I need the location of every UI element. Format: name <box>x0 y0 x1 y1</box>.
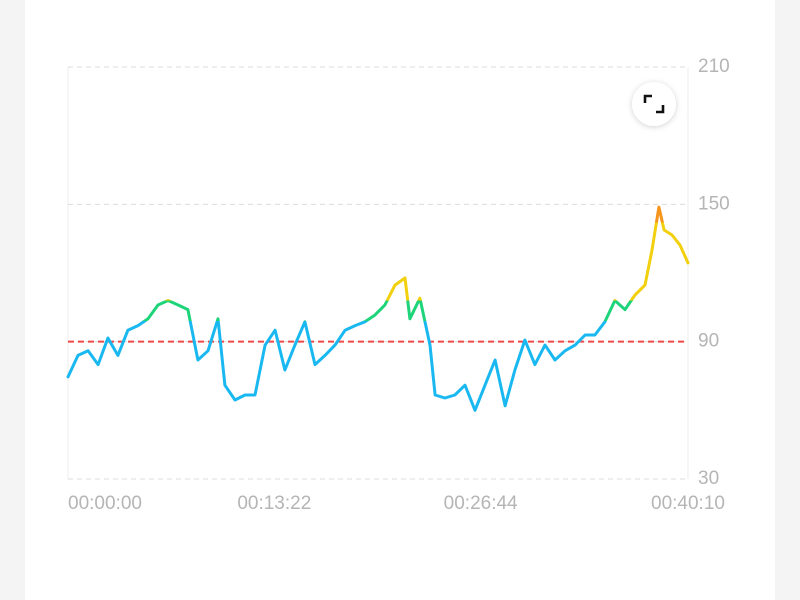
heart-rate-line <box>66 205 690 412</box>
x-tick-label: 00:00:00 <box>68 493 142 514</box>
y-tick-label: 150 <box>698 193 730 214</box>
y-tick-label: 210 <box>698 56 730 77</box>
expand-button[interactable] <box>632 82 676 126</box>
x-tick-label: 00:26:44 <box>444 493 518 514</box>
y-tick-label: 30 <box>698 468 719 489</box>
x-tick-label: 00:13:22 <box>237 493 311 514</box>
x-tick-label: 00:40:10 <box>651 493 725 514</box>
y-tick-label: 90 <box>698 331 719 352</box>
